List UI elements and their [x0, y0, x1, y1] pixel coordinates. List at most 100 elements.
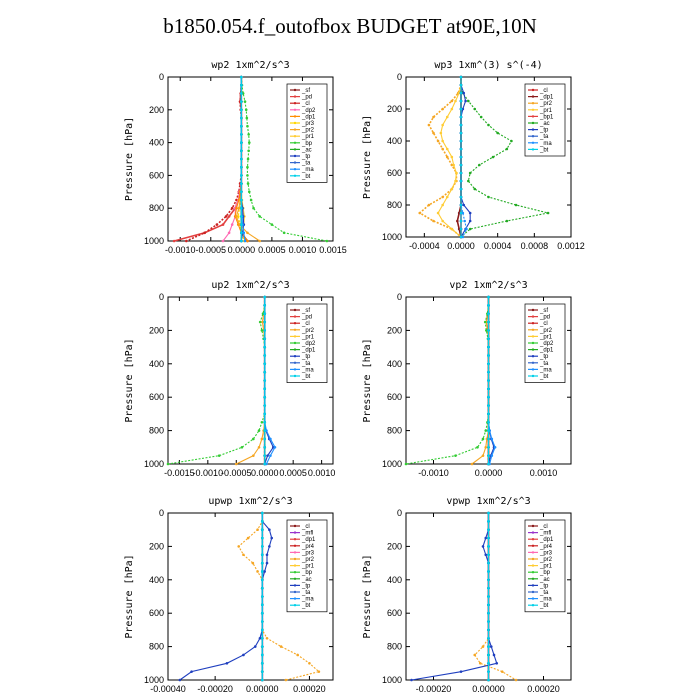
y-tick-label: 200 [387, 541, 402, 551]
y-tick-label: 600 [149, 608, 164, 618]
series-line-tp [411, 513, 498, 681]
data-point [462, 91, 466, 95]
data-point [252, 454, 255, 457]
data-point [514, 203, 518, 207]
data-point [450, 227, 454, 231]
data-point [487, 662, 490, 665]
data-point [263, 337, 267, 341]
data-point [487, 123, 490, 127]
data-point [450, 163, 454, 167]
legend-marker [531, 604, 535, 607]
data-point [256, 570, 259, 573]
y-tick-label: 200 [149, 325, 164, 335]
data-point [487, 379, 490, 382]
data-point [257, 429, 261, 432]
data-point [227, 231, 231, 235]
legend-label: _pr3 [301, 550, 315, 556]
plot-frame [167, 512, 334, 681]
y-tick-label: 1000 [382, 459, 402, 469]
data-point [487, 337, 490, 341]
data-point [263, 412, 267, 416]
data-point [260, 545, 264, 548]
legend-marker [531, 95, 535, 98]
y-tick-label: 600 [387, 608, 402, 618]
data-point [487, 578, 490, 582]
data-point [450, 187, 454, 191]
x-tick-label: -0.0010 [165, 245, 196, 255]
data-point [487, 437, 490, 441]
data-point [260, 595, 264, 598]
data-point [478, 163, 481, 167]
data-point [227, 215, 231, 218]
y-tick-label: 200 [387, 325, 402, 335]
y-tick-label: 1000 [382, 232, 402, 242]
x-tick-label: 0.0004 [484, 241, 512, 251]
legend-label: _ta [301, 161, 311, 167]
y-tick-label: 0 [159, 292, 164, 302]
data-point [260, 586, 264, 590]
y-axis-label: Pressure [hPa] [124, 338, 135, 422]
legend-marker [293, 551, 297, 554]
data-point [260, 611, 264, 615]
data-point [457, 227, 461, 231]
data-point [263, 370, 267, 374]
data-point [257, 446, 261, 449]
legend-label: _sf [539, 308, 548, 314]
legend-label: _pr2 [539, 101, 553, 107]
legend-label: _dp2 [301, 341, 316, 347]
legend-marker [531, 148, 535, 151]
plot-frame [405, 76, 572, 238]
legend-marker [293, 368, 297, 371]
data-point [432, 219, 435, 223]
data-point [487, 545, 490, 548]
y-tick-label: 1000 [144, 459, 164, 469]
series-line-dp2 [167, 297, 266, 465]
data-point [263, 570, 266, 573]
data-point [260, 329, 264, 332]
data-point [487, 387, 490, 391]
y-axis-label: Pressure [hPa] [362, 554, 373, 638]
panel-title: vpwp 1xm^2/s^3 [446, 496, 530, 507]
data-point [240, 133, 243, 136]
legend-label: _pr4 [301, 544, 315, 550]
data-point [235, 215, 238, 218]
legend-marker [293, 322, 297, 325]
data-point [260, 578, 264, 582]
data-point [268, 528, 271, 531]
x-tick-label: 0.0000 [251, 468, 279, 478]
legend-label: _bt [539, 603, 549, 609]
x-tick-label: 0.0015 [319, 245, 347, 255]
legend-label: _dp1 [539, 537, 554, 543]
y-tick-label: 200 [387, 104, 402, 114]
legend-label: _bp [539, 570, 551, 576]
legend-marker [293, 328, 297, 331]
legend-label: _pr4 [539, 544, 553, 550]
data-point [260, 437, 264, 441]
data-point [265, 561, 269, 565]
data-point [263, 295, 267, 299]
legend-marker [531, 368, 535, 371]
data-point [487, 345, 490, 349]
legend-label: _dp2 [301, 108, 316, 114]
legend-label: _pr3 [301, 121, 315, 127]
data-point [240, 83, 243, 87]
data-point [263, 437, 267, 441]
data-point [505, 147, 509, 151]
legend-label: _dp1 [301, 348, 316, 354]
data-point [436, 139, 440, 143]
x-tick-label: -0.0015 [164, 468, 195, 478]
data-point [263, 454, 267, 457]
data-point [490, 454, 494, 457]
data-point [404, 462, 408, 466]
legend-marker [531, 322, 535, 325]
data-point [459, 219, 463, 223]
data-point [252, 437, 255, 441]
plot-frame [167, 296, 334, 465]
series-line-pr2 [418, 77, 462, 238]
data-point [457, 91, 461, 95]
y-tick-label: 800 [387, 426, 402, 436]
data-point [224, 215, 228, 218]
data-point [279, 645, 283, 648]
data-point [263, 446, 267, 449]
x-tick-label: 0.0000 [228, 245, 256, 255]
